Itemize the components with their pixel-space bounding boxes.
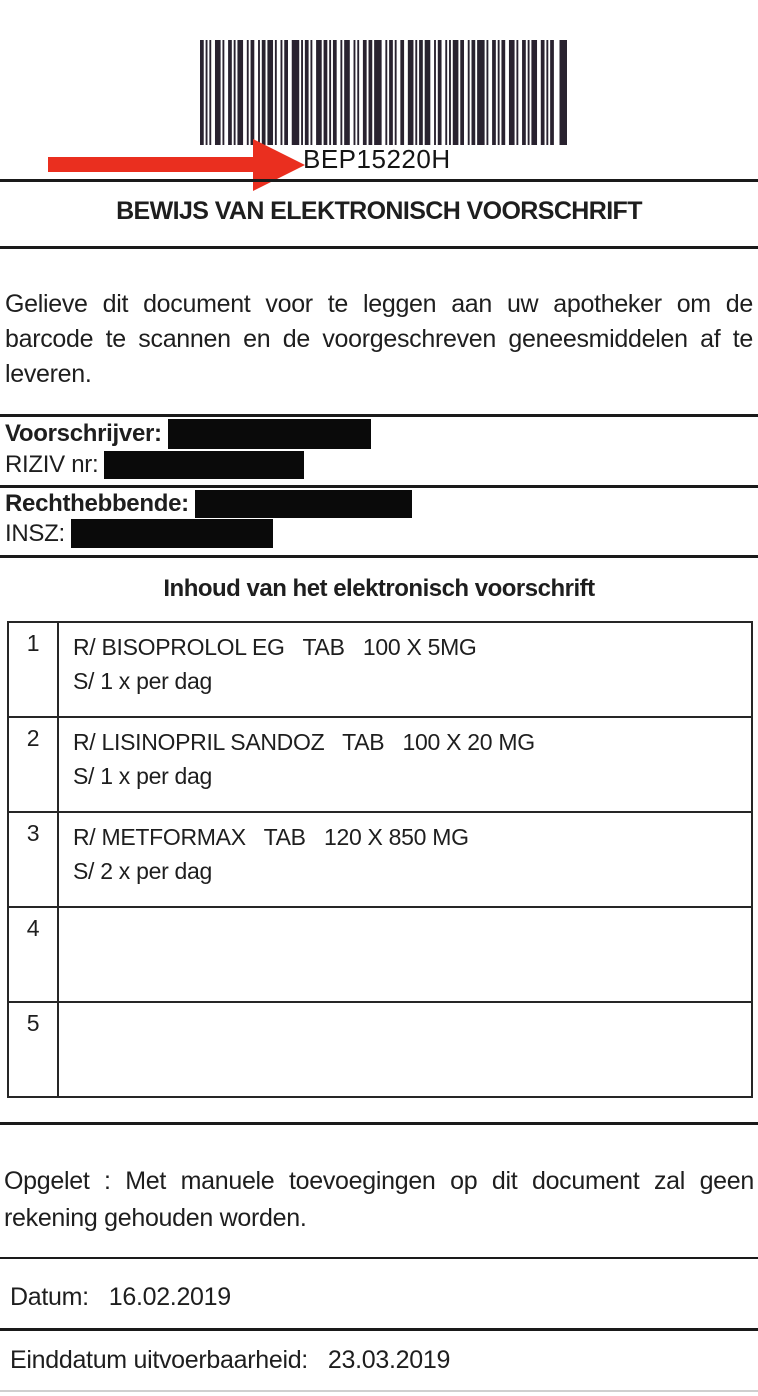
redacted-beneficiary-value [194,490,412,518]
date-row: Datum: 16.02.2019 [10,1283,231,1312]
riziv-row: RIZIV nr: [5,451,305,479]
end-date-label: Einddatum uitvoerbaarheid: [10,1346,308,1374]
sig-line: S/ 1 x per dag [73,668,212,694]
row-number: 5 [9,1003,59,1096]
redacted-prescriber-value [167,419,371,449]
table-row: 5 [9,1003,751,1096]
medication-table: 1 R/ BISOPROLOL EG TAB 100 X 5MG S/ 1 x p… [7,621,753,1098]
warning-line: Opgelet : Met manuele toevoegingen op di… [4,1167,754,1195]
divider-rule [0,246,758,249]
redacted-riziv-value [104,451,305,479]
row-content: R/ METFORMAX TAB 120 X 850 MG S/ 2 x per … [59,813,751,906]
intro-paragraph: Gelieve dit document voor te leggen aan … [5,287,753,392]
insz-row: INSZ: [5,519,273,548]
table-row: 2 R/ LISINOPRIL SANDOZ TAB 100 X 20 MG S/… [9,718,751,813]
divider-rule [0,1257,758,1259]
prescriber-row: Voorschrijver: [5,419,371,449]
divider-rule [0,179,758,182]
row-number: 3 [9,813,59,906]
row-number: 2 [9,718,59,811]
barcode [200,40,567,145]
row-content [59,908,751,1001]
redacted-insz-value [70,519,273,548]
table-row: 1 R/ BISOPROLOL EG TAB 100 X 5MG S/ 1 x p… [9,623,751,718]
divider-rule [0,1328,758,1331]
table-row: 3 R/ METFORMAX TAB 120 X 850 MG S/ 2 x pe… [9,813,751,908]
beneficiary-label: Rechthebbende: [5,490,189,517]
riziv-label: RIZIV nr: [5,451,99,478]
divider-rule [0,555,758,558]
rx-line: R/ BISOPROLOL EG TAB 100 X 5MG [73,634,477,660]
row-content: R/ BISOPROLOL EG TAB 100 X 5MG S/ 1 x per… [59,623,751,716]
page-title: BEWIJS VAN ELEKTRONISCH VOORSCHRIFT [116,197,642,225]
table-heading: Inhoud van het elektronisch voorschrift [163,575,595,602]
intro-line: barcode te scannen en de voorgeschreven … [5,325,753,353]
rx-line: R/ METFORMAX TAB 120 X 850 MG [73,824,469,850]
rx-line: R/ LISINOPRIL SANDOZ TAB 100 X 20 MG [73,729,535,755]
sig-line: S/ 1 x per dag [73,763,212,789]
row-number: 1 [9,623,59,716]
red-arrow-shaft [48,157,255,172]
table-row: 4 [9,908,751,1003]
scan-edge-line [0,1390,758,1392]
divider-rule [0,485,758,488]
divider-rule [0,414,758,417]
warning-line: rekening gehouden worden. [4,1204,307,1232]
red-arrow-head [253,139,305,191]
sig-line: S/ 2 x per dag [73,858,212,884]
insz-label: INSZ: [5,519,65,547]
date-value: 16.02.2019 [108,1283,231,1311]
row-number: 4 [9,908,59,1001]
row-content [59,1003,751,1096]
row-content: R/ LISINOPRIL SANDOZ TAB 100 X 20 MG S/ 1… [59,718,751,811]
prescriber-label: Voorschrijver: [5,420,162,447]
end-date-value: 23.03.2019 [327,1346,451,1374]
intro-line: Gelieve dit document voor te leggen aan … [5,290,753,318]
barcode-value: BEP15220H [303,144,451,174]
divider-rule [0,1122,758,1125]
date-label: Datum: [10,1283,89,1311]
end-date-row: Einddatum uitvoerbaarheid: 23.03.2019 [10,1346,450,1375]
warning-paragraph: Opgelet : Met manuele toevoegingen op di… [4,1163,754,1237]
beneficiary-row: Rechthebbende: [5,490,412,518]
intro-line: leveren. [5,360,92,388]
